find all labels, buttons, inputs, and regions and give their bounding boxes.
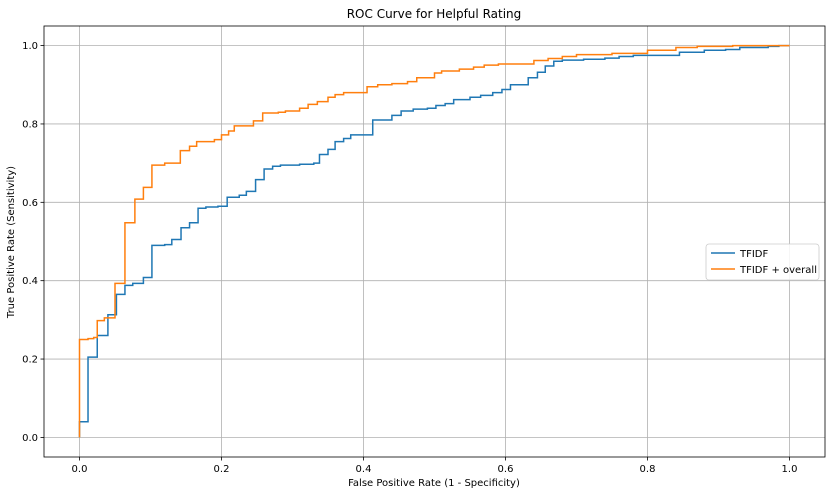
x-axis-label: False Positive Rate (1 - Specificity) [348, 478, 520, 489]
chart-title: ROC Curve for Helpful Rating [347, 7, 522, 21]
axis-ticks: 0.0 0.2 0.4 0.6 0.8 1.0 0.0 0.2 0.4 0.6 0.8 1.0 [22, 41, 797, 475]
y-tick-label: 0.6 [22, 198, 38, 209]
x-tick-label: 0.2 [214, 464, 230, 475]
grid-lines [44, 26, 825, 457]
y-tick-label: 0.8 [22, 119, 38, 130]
x-tick-label: 0.8 [640, 464, 656, 475]
y-axis-label: True Positive Rate (Sensitivity) [6, 166, 17, 319]
legend-label-tfidf: TFIDF [739, 249, 769, 260]
y-tick-label: 0.2 [22, 355, 38, 366]
y-tick-label: 0.4 [22, 276, 38, 287]
y-tick-label: 0.0 [22, 433, 38, 444]
x-tick-label: 0.6 [498, 464, 514, 475]
legend-label-tfidf-overall: TFIDF + overall [739, 265, 817, 276]
x-tick-label: 0.4 [356, 464, 372, 475]
legend: TFIDF TFIDF + overall [705, 243, 820, 281]
series-lines [78, 44, 790, 438]
plot-frame [43, 25, 826, 458]
x-tick-label: 1.0 [782, 464, 798, 475]
series-line-tfidf-overall [78, 44, 790, 438]
y-tick-label: 1.0 [22, 41, 38, 52]
series-line-tfidf [78, 44, 790, 438]
x-tick-label: 0.0 [72, 464, 88, 475]
